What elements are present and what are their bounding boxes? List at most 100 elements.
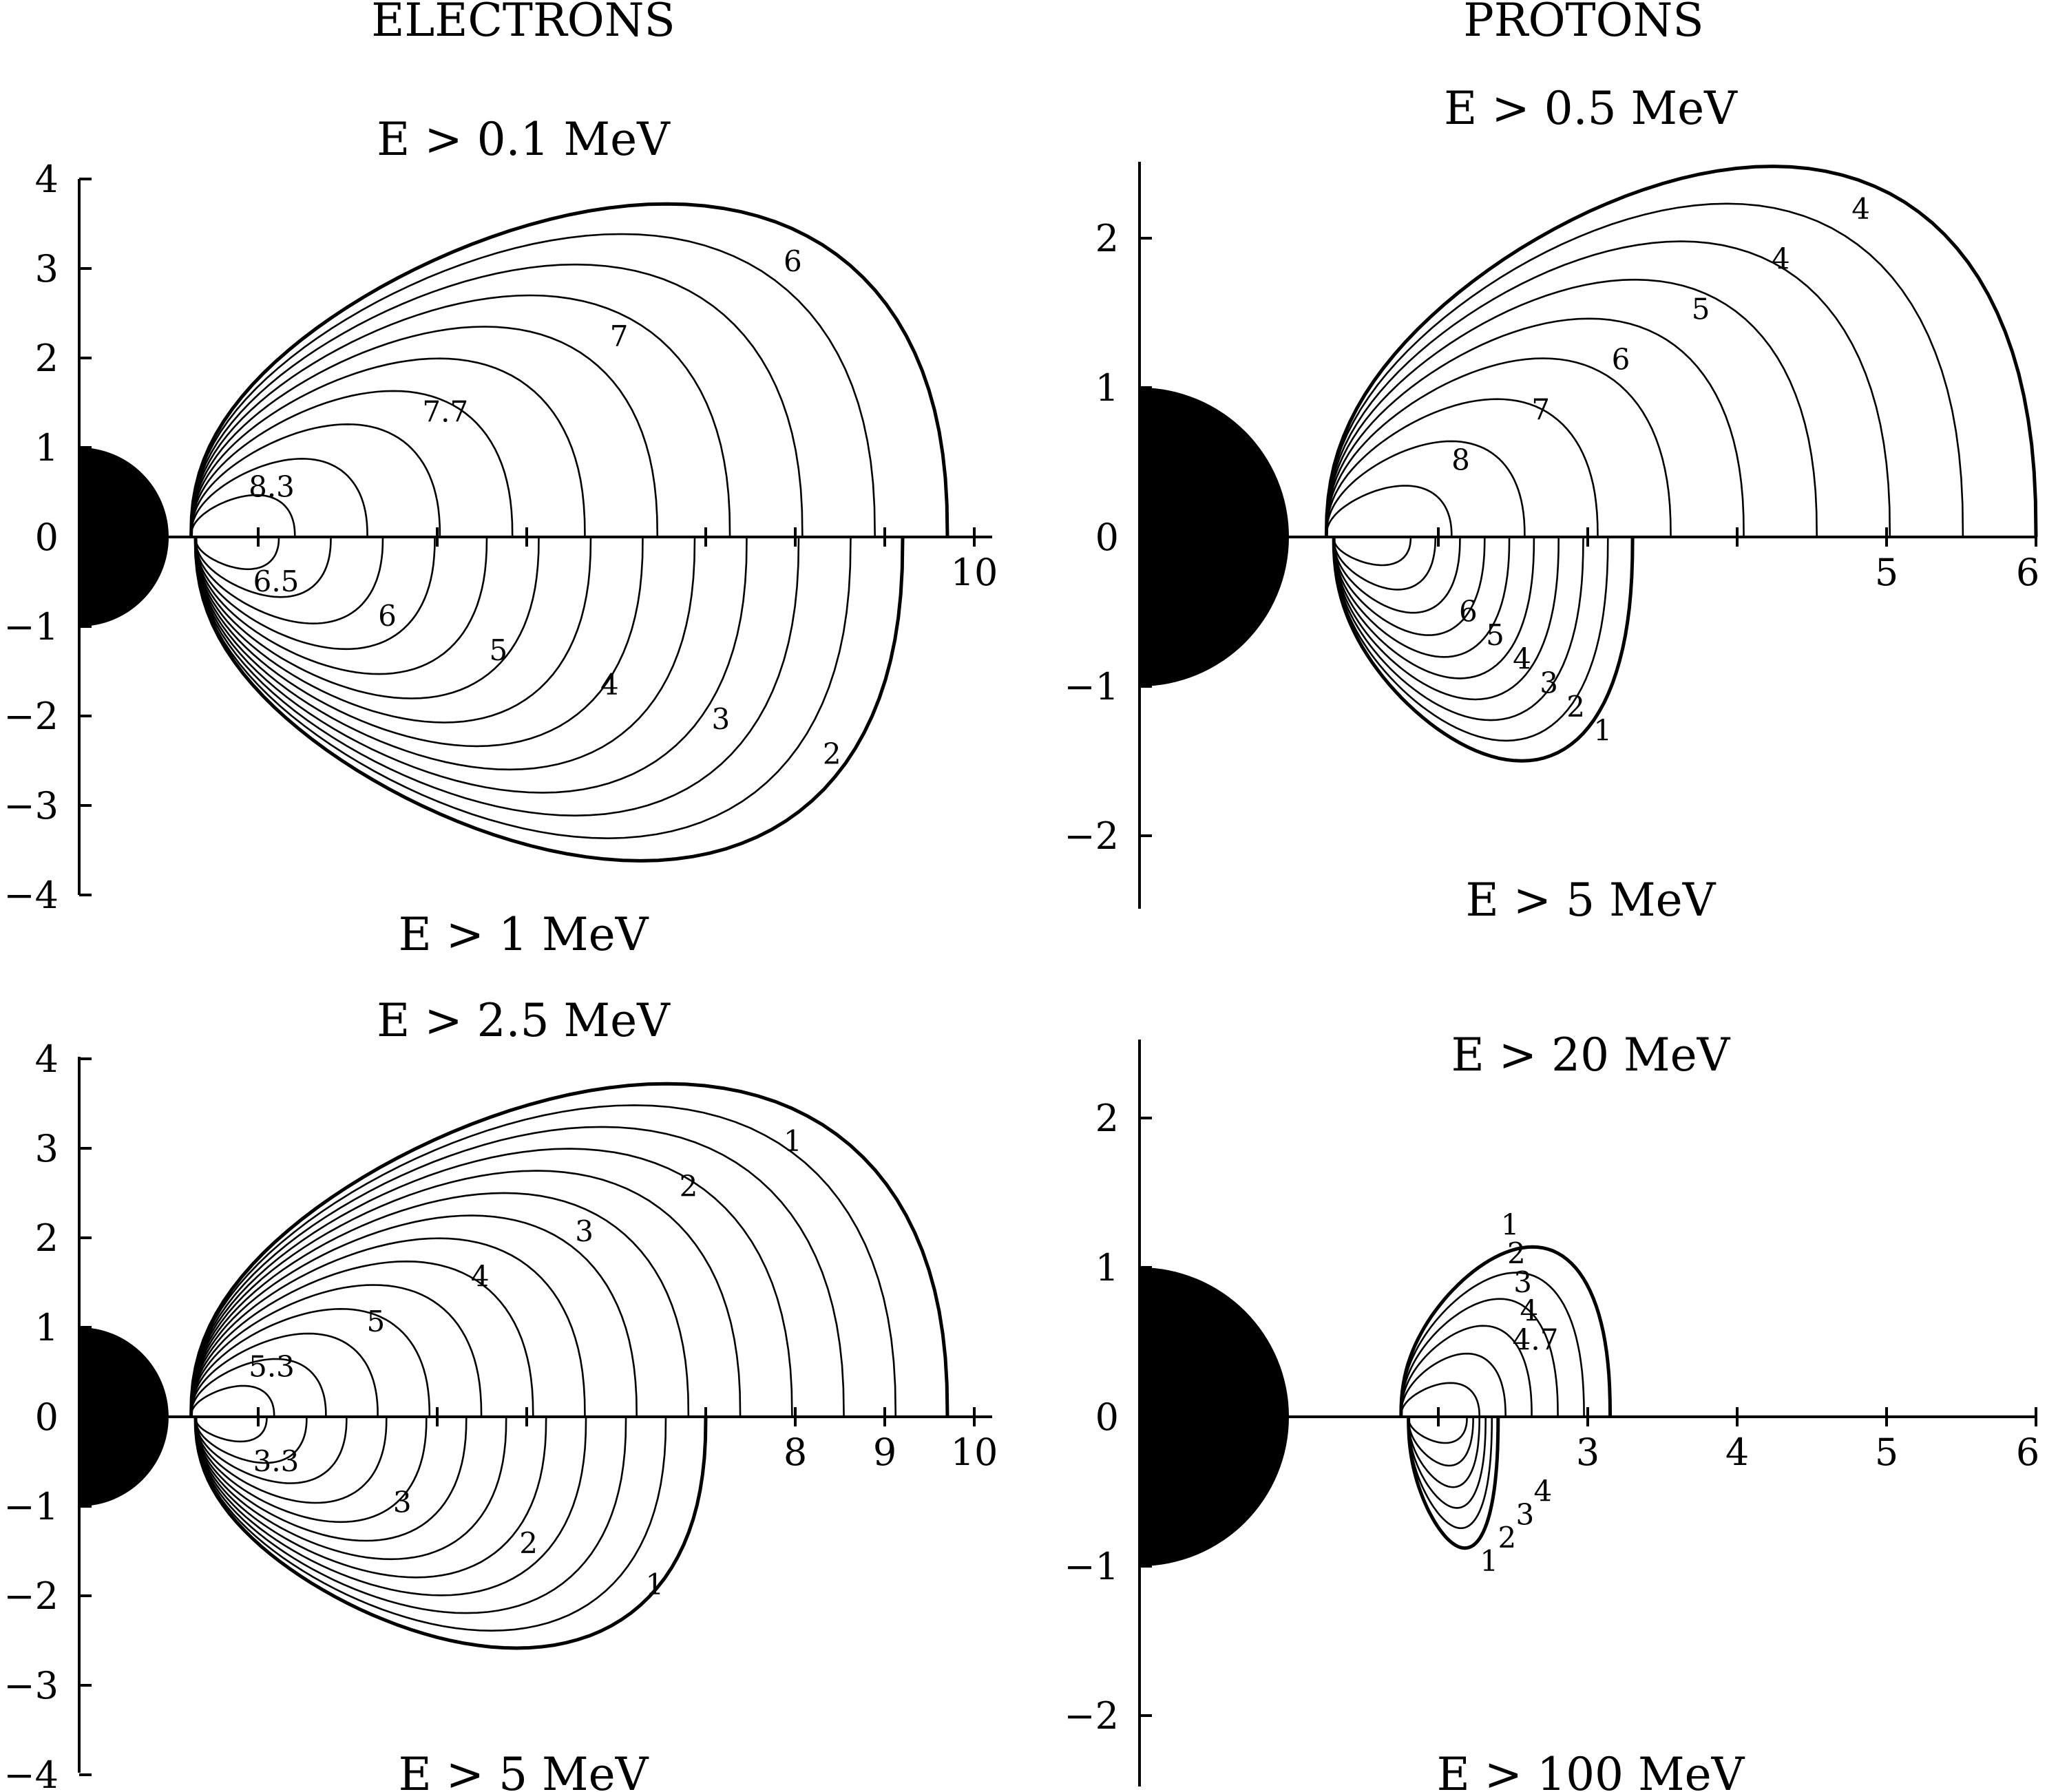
contour-line: [1400, 1352, 1507, 1417]
title-lower-bottom-right: E > 100 MeV: [1437, 1748, 1745, 1792]
contour-labels-lower-bottom-left: 3.3 3 2 1: [253, 1444, 664, 1601]
x-tick-labels-bottom-right: 3 4 5 6: [1576, 1431, 2039, 1474]
contour-line: [1332, 536, 1535, 679]
y-tick-label: −2: [3, 695, 59, 738]
y-tick-label: 0: [1095, 1395, 1119, 1439]
contour-labels-upper-bottom-left: 5.3 5 4 3 2 1: [249, 1124, 802, 1384]
x-tick-labels-top-left: 10: [951, 551, 998, 594]
y-tick-label: 1: [35, 1306, 59, 1349]
contour-label: 1: [1501, 1208, 1520, 1241]
contour-line: [194, 536, 852, 840]
contour-line: [194, 1416, 308, 1464]
contour-line: [190, 390, 514, 538]
contour-label: 4: [1851, 192, 1870, 226]
contours-bottom-left: [189, 1082, 949, 1650]
contour-label: 7: [610, 319, 629, 353]
contour-label: 7.7: [422, 394, 468, 428]
x-tick-label: 6: [2016, 1431, 2039, 1474]
x-tick-label: 6: [2016, 551, 2039, 594]
contour-line: [189, 1082, 949, 1417]
contour-label: 2: [680, 1169, 698, 1203]
contour-line: [190, 1104, 897, 1417]
x-tick-label: 8: [784, 1431, 807, 1474]
contour-line: [1407, 1416, 1500, 1550]
contour-line: [194, 1416, 348, 1484]
contour-line: [1400, 1325, 1533, 1417]
contour-line: [194, 536, 280, 571]
contour-labels-lower-top-left: 6.5 6 5 4 3 2: [253, 565, 841, 770]
y-tick-label: −2: [1064, 1694, 1119, 1738]
x-tick-label: 5: [1875, 1431, 1898, 1474]
contour-line: [194, 1416, 388, 1504]
y-tick-label: 0: [1095, 516, 1119, 559]
title-lower-top-left: E > 1 MeV: [399, 908, 649, 961]
y-tick-labels-bottom-left: 4 3 2 1 0 −1 −2 −3 −4: [3, 1037, 59, 1792]
y-tick-label: −1: [3, 605, 59, 649]
contour-line: [190, 326, 659, 538]
contour-line: [190, 1307, 431, 1417]
contour-line: [193, 536, 905, 863]
contour-line: [1325, 202, 1964, 538]
contour-line: [194, 536, 800, 817]
contour-label: 8.3: [249, 470, 295, 504]
contour-label: 5: [1486, 618, 1504, 652]
contour-line: [190, 1214, 638, 1417]
contour-label: 2: [519, 1526, 538, 1560]
contour-line: [1400, 1382, 1480, 1417]
contour-line: [1325, 485, 1453, 538]
contour-label: 1: [1480, 1544, 1498, 1578]
y-tick-label: 1: [1095, 1246, 1119, 1289]
contour-label: 5: [1692, 293, 1710, 326]
contour-line: [190, 423, 441, 538]
contour-label: 7: [1531, 392, 1550, 426]
contour-label: 4: [1534, 1475, 1553, 1508]
title-lower-top-right: E > 5 MeV: [1466, 874, 1717, 927]
contour-label: 4.7: [1513, 1322, 1559, 1356]
contour-line: [1332, 536, 1511, 658]
contour-line: [1332, 536, 1635, 763]
contour-line: [194, 536, 592, 724]
x-tick-label: 9: [873, 1431, 896, 1474]
y-tick-label: −4: [3, 874, 59, 917]
title-lower-bottom-left: E > 5 MeV: [399, 1748, 649, 1792]
x-tick-label: 5: [1875, 551, 1898, 594]
y-tick-label: 2: [35, 1216, 59, 1260]
contour-label: 5: [367, 1305, 386, 1338]
header-electrons: ELECTRONS: [371, 0, 675, 47]
contour-label: 6: [784, 244, 802, 278]
contour-line: [1332, 536, 1584, 721]
y-tick-label: 3: [35, 1127, 59, 1170]
contour-line: [190, 1170, 742, 1417]
contour-line: [194, 536, 332, 598]
contour-line: [190, 357, 586, 538]
contour-line: [1325, 398, 1599, 538]
contour-line: [190, 1284, 483, 1417]
contour-line: [194, 1416, 507, 1561]
contour-line: [1407, 1416, 1468, 1444]
contour-line: [190, 1332, 379, 1417]
contour-line: [1324, 165, 2038, 538]
contour-label: 2: [823, 737, 841, 770]
contour-label: 5.3: [249, 1350, 295, 1384]
contour-line: [190, 1260, 534, 1417]
contour-label: 6.5: [253, 565, 300, 598]
contour-label: 4: [471, 1259, 490, 1293]
contour-label: 4: [1520, 1294, 1538, 1328]
contour-line: [194, 1416, 587, 1596]
contour-line: [194, 536, 436, 651]
contour-line: [190, 294, 731, 538]
contour-label: 8: [1451, 443, 1470, 476]
contour-label: 6: [1459, 595, 1478, 629]
contour-line: [190, 1148, 793, 1417]
contour-line: [190, 1237, 586, 1417]
contour-line: [1325, 240, 1891, 538]
y-tick-label: 2: [1095, 217, 1119, 260]
contour-line: [194, 1416, 667, 1632]
contour-label: 2: [1498, 1521, 1516, 1554]
contour-line: [1400, 1298, 1559, 1417]
